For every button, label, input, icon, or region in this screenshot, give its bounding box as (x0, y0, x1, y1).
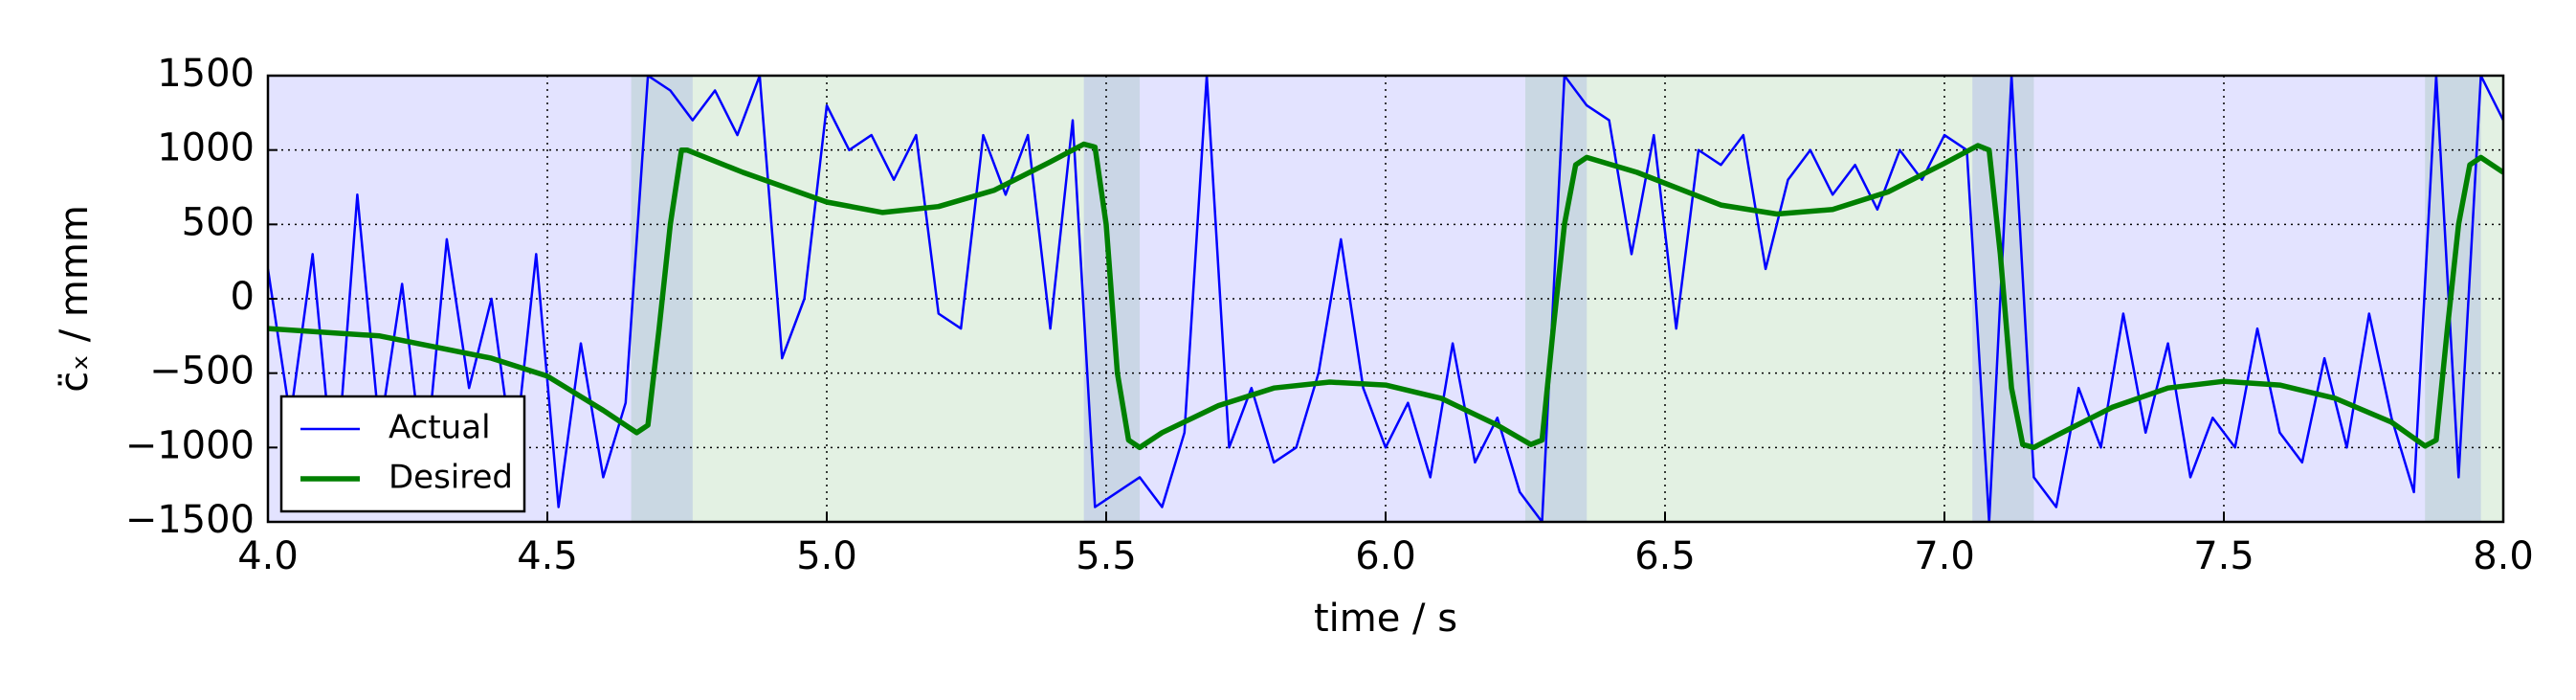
phase-region (1972, 76, 2481, 522)
y-tick-label: 1000 (157, 126, 255, 170)
y-tick-label: −1000 (125, 423, 255, 467)
x-tick-label: 6.0 (1355, 534, 1416, 578)
x-tick-label: 7.0 (1914, 534, 1975, 578)
y-tick-label: 0 (231, 275, 255, 319)
phase-region (1525, 76, 2034, 522)
data-lines (268, 76, 2503, 522)
x-tick-label: 4.5 (517, 534, 578, 578)
series-line (268, 76, 2503, 522)
phase-region (1083, 76, 1588, 522)
x-tick-label: 5.5 (1076, 534, 1137, 578)
phase-region (2425, 76, 2503, 522)
y-tick-label: −1500 (125, 498, 255, 542)
y-axis-label: c̈ₓ / mmm (53, 205, 97, 393)
x-tick-label: 8.0 (2473, 534, 2534, 578)
legend-label: Actual (389, 409, 491, 447)
legend-label: Desired (389, 459, 513, 497)
legend: Actual Desired (279, 395, 526, 513)
x-tick-label: 6.5 (1634, 534, 1696, 578)
x-tick-label: 4.0 (237, 534, 299, 578)
ticks: 4.0 4.5 5.0 5.5 6.0 6.5 7.0 7.5 8.0 −1500 −1000 −50… (125, 52, 2534, 578)
legend-box (279, 395, 526, 513)
x-tick-label: 7.5 (2193, 534, 2254, 578)
y-tick-label: 1500 (157, 52, 255, 96)
x-tick-label: 5.0 (796, 534, 857, 578)
series-line (268, 141, 2503, 451)
y-tick-label: −500 (149, 350, 255, 394)
y-tick-label: 500 (182, 200, 255, 244)
x-axis-label: time / s (1314, 597, 1457, 641)
